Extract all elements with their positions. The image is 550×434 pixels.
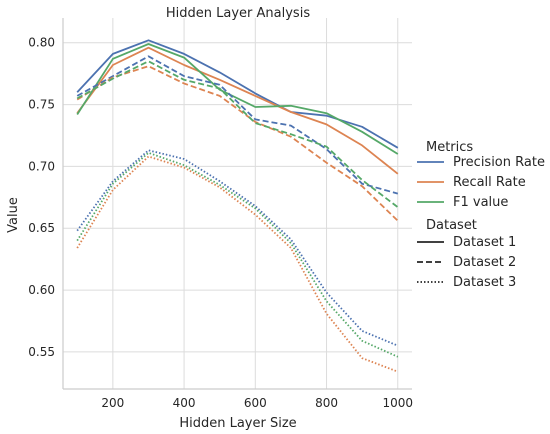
legend-label: Dataset 2 <box>453 255 516 270</box>
legend-label: Recall Rate <box>453 175 526 190</box>
tick-labels: 200 400 600 800 1000 0.55 0.60 0.65 0.70 0.75 0.80 <box>28 36 413 410</box>
y-tick-label: 0.65 <box>28 221 55 235</box>
y-tick-label: 0.60 <box>28 283 55 297</box>
x-tick-label: 200 <box>101 396 124 410</box>
y-tick-label: 0.80 <box>28 36 55 50</box>
series-line-precision-rate-dataset-2 <box>76 55 399 195</box>
legend: Metrics Dataset Precision Rate Recall Rat… <box>417 140 545 290</box>
series-lines <box>76 39 399 373</box>
x-tick-label: 600 <box>244 396 267 410</box>
legend-style-title: Dataset <box>426 218 477 233</box>
series-line-f1-value-dataset-2 <box>76 60 399 208</box>
y-tick-label: 0.70 <box>28 159 55 173</box>
legend-label: Precision Rate <box>453 155 545 170</box>
chart-title: Hidden Layer Analysis <box>166 6 310 21</box>
legend-label: Dataset 3 <box>453 275 516 290</box>
x-tick-label: 800 <box>315 396 338 410</box>
series-line-precision-rate-dataset-3 <box>76 149 399 347</box>
grid <box>63 18 412 389</box>
y-tick-label: 0.55 <box>28 345 55 359</box>
series-line-f1-value-dataset-1 <box>76 43 399 155</box>
axes <box>62 18 412 390</box>
series-line-precision-rate-dataset-1 <box>76 39 399 149</box>
legend-label: Dataset 1 <box>453 235 516 250</box>
x-tick-label: 1000 <box>382 396 413 410</box>
series-line-f1-value-dataset-3 <box>76 151 399 358</box>
x-tick-label: 400 <box>173 396 196 410</box>
y-tick-label: 0.75 <box>28 98 55 112</box>
legend-label: F1 value <box>453 195 508 210</box>
series-line-recall-rate-dataset-3 <box>76 155 399 373</box>
y-axis-title: Value <box>6 197 21 233</box>
series-line-recall-rate-dataset-1 <box>76 46 399 175</box>
legend-hue-title: Metrics <box>426 140 473 155</box>
x-axis-title: Hidden Layer Size <box>179 416 296 431</box>
